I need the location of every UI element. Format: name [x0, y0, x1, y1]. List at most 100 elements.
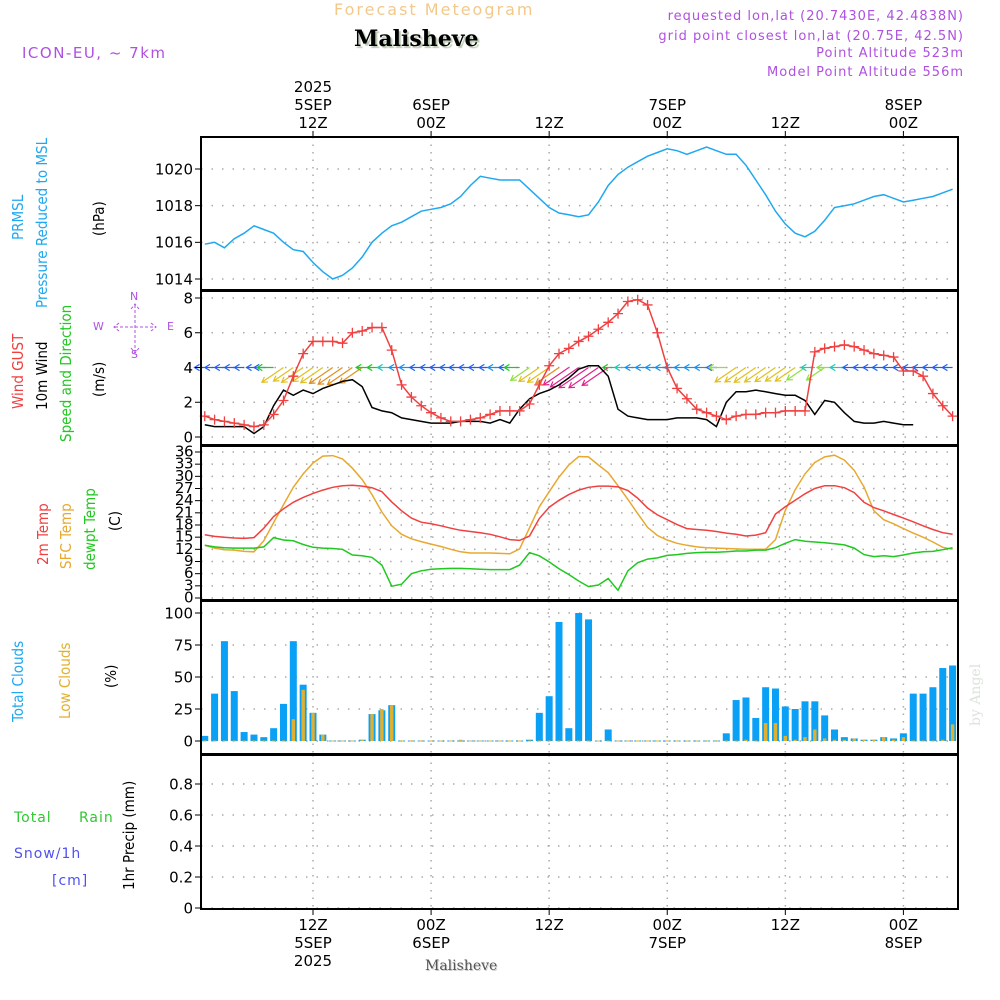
wind-arrow-shaft [527, 367, 550, 383]
wind-arrow-shaft [724, 367, 747, 383]
wind-arrow-shaft [754, 367, 776, 383]
wind-gust-marker [534, 379, 545, 390]
y-tick-label: 18 [175, 516, 193, 534]
wind-arrow-head [261, 376, 268, 383]
total-clouds-bar [929, 687, 937, 741]
wind-arrow [255, 363, 274, 372]
total-clouds-bar [535, 712, 543, 741]
wind-gust-marker [622, 296, 633, 307]
wind-arrow [568, 367, 599, 389]
bottom-x-tick-label: 00Z [889, 916, 918, 934]
total-clouds-bar [771, 688, 779, 741]
wind-arrow [308, 367, 334, 385]
wind-arrow-head [815, 363, 823, 372]
wind-gust-marker [544, 360, 555, 371]
low-clouds-bar [803, 737, 807, 741]
wind-arrow-head [467, 363, 475, 372]
wind-arrow-head [503, 363, 510, 372]
wind-gust-marker [809, 346, 820, 357]
total-clouds-bar [604, 729, 612, 741]
y-tick-label: 6 [183, 324, 193, 342]
y-tick-label: 33 [175, 455, 193, 473]
wind-arrow-head [299, 376, 307, 384]
wind-gust-marker [406, 392, 417, 403]
wind-gust-marker [740, 409, 751, 420]
low-clouds-bar [872, 739, 876, 741]
wind-arrow-shaft [317, 367, 343, 385]
wind-arrow-shaft [510, 367, 530, 381]
total-clouds-bar [831, 729, 839, 741]
point-altitude: Point Altitude 523m [816, 46, 964, 61]
wind-arrow-shaft [733, 367, 757, 383]
wind-arrow [714, 367, 737, 383]
top-x-tick-label: 8SEP [885, 96, 923, 114]
wind-gust-marker [396, 379, 407, 390]
wind-gust-marker [475, 412, 486, 423]
wind-arrow-head [654, 363, 661, 372]
wind-arrow-shaft [581, 367, 609, 386]
total-clouds-bar [260, 737, 268, 741]
wind-arrow-shaft [558, 367, 589, 389]
total-clouds-bar [840, 737, 848, 741]
wind-arrow [223, 363, 235, 372]
pressure-line [204, 146, 953, 280]
wind-arrow-head [785, 374, 793, 381]
wind-gust-marker [711, 411, 722, 422]
low-clouds-bar [301, 689, 305, 741]
wind-gust-marker [485, 409, 496, 420]
low-clouds-bar [852, 738, 856, 741]
low-clouds-bar [321, 734, 325, 741]
wind-gust-marker [347, 327, 358, 338]
wind-arrow [743, 367, 766, 383]
low-clouds-bar [783, 735, 788, 741]
bottom-x-tick-label: 7SEP [648, 934, 686, 952]
wind-arrow [881, 363, 894, 372]
wind-arrow [517, 367, 540, 383]
wind-arrow-shaft [774, 367, 796, 382]
wind-arrow-head [252, 363, 260, 372]
wind-gust-marker [308, 336, 318, 347]
total-clouds-bar [752, 717, 760, 741]
wind-gust-marker [455, 416, 466, 427]
low-clouds-bar [291, 719, 296, 741]
low-clouds-bar [941, 739, 945, 741]
wind-gust-marker [288, 371, 299, 382]
wind-arrow [921, 363, 933, 372]
low-clouds-bar [882, 737, 886, 741]
wind-arrow [754, 367, 776, 383]
panel-frame [200, 754, 959, 910]
y-tick-label: 0.6 [169, 806, 193, 824]
wind-gust-marker [603, 317, 614, 328]
wind-gust-marker [888, 352, 899, 363]
panel-frame [200, 136, 959, 291]
low-clouds-bar [822, 738, 827, 741]
wind-gust-marker [239, 419, 250, 430]
wind-arrow [261, 367, 284, 383]
wind-gust-marker [701, 407, 712, 418]
wind-gust-marker [750, 409, 761, 420]
y-tick-label: 0 [183, 899, 193, 917]
y-tick-label: 100 [164, 604, 193, 622]
top-x-tick-label: 00Z [416, 114, 445, 132]
wind-gust-marker [416, 400, 427, 411]
wind-arrow-head [457, 363, 465, 372]
total-clouds-bar [201, 735, 209, 741]
wind-gust-marker [849, 341, 860, 352]
wind-arrow-head [308, 377, 316, 385]
wind-arrow-shaft [292, 367, 314, 383]
wind-arrow-head [526, 376, 534, 383]
low-clouds-bar [370, 714, 374, 741]
low-clouds-bar [950, 724, 955, 741]
wind-gust-marker [839, 339, 850, 350]
y-tick-label: 15 [175, 528, 193, 546]
bottom-x-tick-label: 12Z [534, 916, 563, 934]
wind-arrow-head [193, 363, 200, 372]
wind-gust-marker [868, 348, 879, 359]
y-tick-label: 0 [183, 732, 193, 750]
total-clouds-bar [250, 734, 258, 741]
total-clouds-bar [742, 697, 750, 741]
wind-gust-marker [918, 371, 929, 382]
total-clouds-bar [240, 732, 248, 741]
wind-gust-marker [524, 398, 535, 409]
